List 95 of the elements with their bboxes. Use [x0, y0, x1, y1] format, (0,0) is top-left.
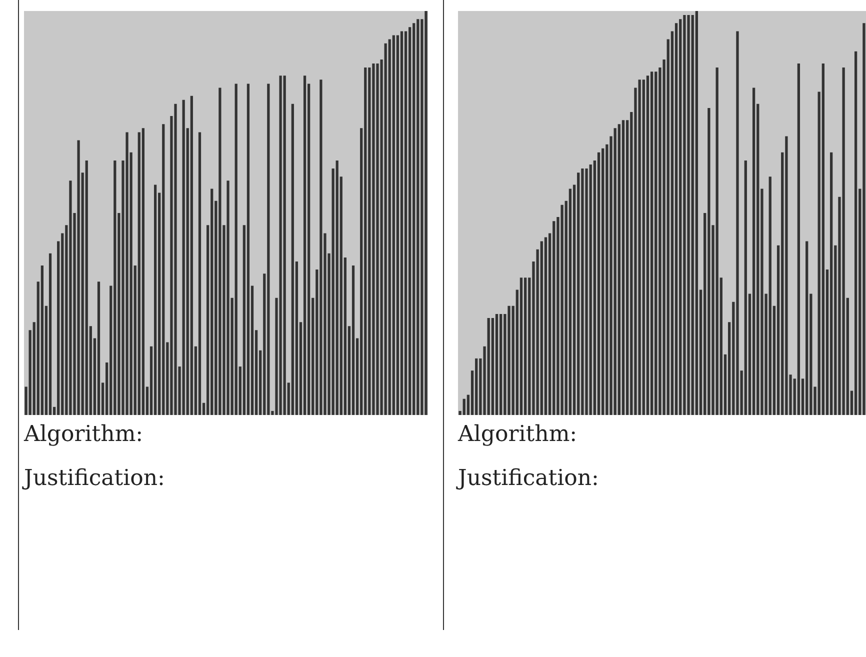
bar	[646, 76, 650, 415]
bar	[85, 160, 88, 415]
bar	[352, 266, 355, 415]
text: Justification:	[458, 466, 599, 491]
bar	[364, 68, 367, 415]
bar	[416, 19, 420, 415]
bar	[540, 241, 543, 415]
bar	[291, 104, 294, 415]
bar	[695, 11, 698, 415]
bar	[475, 358, 478, 415]
bar	[602, 148, 604, 415]
bar	[190, 96, 193, 415]
bar	[508, 306, 510, 415]
bar	[97, 282, 100, 415]
bar	[279, 76, 282, 415]
bar	[842, 68, 845, 415]
bar	[862, 23, 866, 415]
bar	[822, 64, 824, 415]
bar	[392, 35, 395, 415]
bar	[744, 160, 747, 415]
bar	[218, 88, 222, 415]
bar	[495, 314, 498, 415]
bar	[396, 35, 400, 415]
bar	[752, 88, 756, 415]
bar	[384, 43, 387, 415]
bar	[683, 15, 686, 415]
bar	[568, 188, 572, 415]
bar	[267, 84, 270, 415]
bar	[622, 120, 625, 415]
bar	[638, 80, 641, 415]
bar	[234, 84, 238, 415]
bar	[642, 80, 645, 415]
bar	[400, 31, 404, 415]
text: Algorithm:	[24, 422, 144, 447]
bar	[368, 68, 371, 415]
bar	[376, 64, 379, 415]
bar	[614, 128, 616, 415]
bar	[736, 31, 739, 415]
bar	[114, 160, 116, 415]
bar	[708, 108, 710, 415]
bar	[246, 84, 250, 415]
bar	[40, 266, 44, 415]
bar	[581, 168, 584, 415]
bar	[372, 64, 375, 415]
bar	[303, 76, 306, 415]
bar	[520, 278, 523, 415]
bar	[404, 31, 408, 415]
bar	[336, 160, 338, 415]
bar	[854, 51, 858, 415]
bar	[806, 241, 808, 415]
bar	[618, 124, 620, 415]
bar	[524, 278, 527, 415]
bar	[597, 152, 600, 415]
bar	[687, 15, 690, 415]
bar	[830, 152, 833, 415]
bar	[412, 23, 416, 415]
bar	[154, 184, 157, 415]
bar	[674, 23, 678, 415]
bar	[320, 80, 322, 415]
bar	[491, 318, 494, 415]
bar	[198, 132, 202, 415]
bar	[174, 104, 177, 415]
text: Algorithm:	[458, 422, 578, 447]
bar	[691, 15, 694, 415]
bar	[797, 64, 800, 415]
bar	[544, 237, 548, 415]
bar	[408, 27, 412, 415]
bar	[69, 180, 72, 415]
text: Justification:	[24, 466, 165, 491]
bar	[210, 188, 214, 415]
bar	[585, 168, 588, 415]
bar	[589, 164, 592, 415]
bar	[388, 39, 391, 415]
bar	[162, 124, 165, 415]
bar	[560, 204, 564, 415]
bar	[182, 100, 185, 415]
bar	[462, 398, 466, 415]
bar	[650, 72, 654, 415]
bar	[77, 140, 80, 415]
bar	[48, 253, 52, 415]
bar	[768, 176, 772, 415]
bar	[785, 136, 788, 415]
bar	[500, 314, 502, 415]
bar	[716, 68, 718, 415]
bar	[679, 19, 682, 415]
bar	[226, 180, 230, 415]
bar	[283, 76, 286, 415]
bar	[654, 72, 658, 415]
bar	[126, 132, 128, 415]
bar	[487, 318, 490, 415]
bar	[138, 132, 140, 415]
bar	[424, 11, 428, 415]
bar	[142, 128, 144, 415]
bar	[552, 221, 556, 415]
bar	[577, 172, 580, 415]
